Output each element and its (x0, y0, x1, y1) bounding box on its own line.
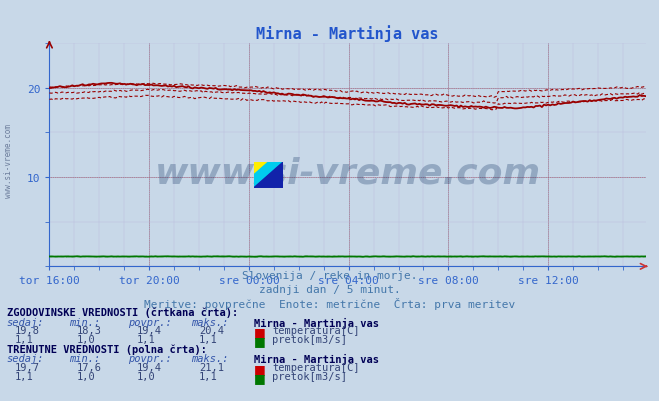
Text: zadnji dan / 5 minut.: zadnji dan / 5 minut. (258, 284, 401, 294)
Text: 17,6: 17,6 (77, 362, 102, 372)
Text: 18,3: 18,3 (77, 326, 102, 336)
Text: ■: ■ (254, 362, 266, 375)
Text: 19,8: 19,8 (14, 326, 40, 336)
Text: min.:: min.: (69, 353, 100, 363)
Polygon shape (254, 162, 283, 188)
Text: Slovenija / reke in morje.: Slovenija / reke in morje. (242, 271, 417, 281)
Text: www.si-vreme.com: www.si-vreme.com (155, 156, 540, 190)
Text: sedaj:: sedaj: (7, 317, 44, 327)
Text: ZGODOVINSKE VREDNOSTI (črtkana črta):: ZGODOVINSKE VREDNOSTI (črtkana črta): (7, 307, 238, 317)
Title: Mirna - Martinja vas: Mirna - Martinja vas (256, 25, 439, 42)
Text: temperatura[C]: temperatura[C] (272, 326, 360, 336)
Text: 20,4: 20,4 (199, 326, 224, 336)
Text: temperatura[C]: temperatura[C] (272, 362, 360, 372)
Text: 21,1: 21,1 (199, 362, 224, 372)
Text: 19,4: 19,4 (136, 326, 161, 336)
Polygon shape (254, 162, 283, 188)
Text: TRENUTNE VREDNOSTI (polna črta):: TRENUTNE VREDNOSTI (polna črta): (7, 343, 206, 354)
Polygon shape (254, 162, 269, 176)
Text: pretok[m3/s]: pretok[m3/s] (272, 334, 347, 344)
Text: povpr.:: povpr.: (129, 353, 172, 363)
Text: 1,0: 1,0 (77, 371, 96, 381)
Text: Meritve: povprečne  Enote: metrične  Črta: prva meritev: Meritve: povprečne Enote: metrične Črta:… (144, 297, 515, 309)
Text: Mirna - Martinja vas: Mirna - Martinja vas (254, 317, 379, 328)
Text: maks.:: maks.: (191, 317, 229, 327)
Text: www.si-vreme.com: www.si-vreme.com (4, 124, 13, 197)
Text: min.:: min.: (69, 317, 100, 327)
Text: 1,0: 1,0 (136, 371, 155, 381)
Text: 1,1: 1,1 (136, 334, 155, 344)
Text: ■: ■ (254, 326, 266, 338)
Text: pretok[m3/s]: pretok[m3/s] (272, 371, 347, 381)
Text: povpr.:: povpr.: (129, 317, 172, 327)
Text: maks.:: maks.: (191, 353, 229, 363)
Text: 1,1: 1,1 (14, 334, 33, 344)
Text: 1,1: 1,1 (199, 371, 217, 381)
Text: ■: ■ (254, 371, 266, 384)
Text: 19,7: 19,7 (14, 362, 40, 372)
Text: 1,0: 1,0 (77, 334, 96, 344)
Text: ■: ■ (254, 334, 266, 347)
Text: 19,4: 19,4 (136, 362, 161, 372)
Text: 1,1: 1,1 (199, 334, 217, 344)
Text: 1,1: 1,1 (14, 371, 33, 381)
Text: sedaj:: sedaj: (7, 353, 44, 363)
Text: Mirna - Martinja vas: Mirna - Martinja vas (254, 353, 379, 364)
